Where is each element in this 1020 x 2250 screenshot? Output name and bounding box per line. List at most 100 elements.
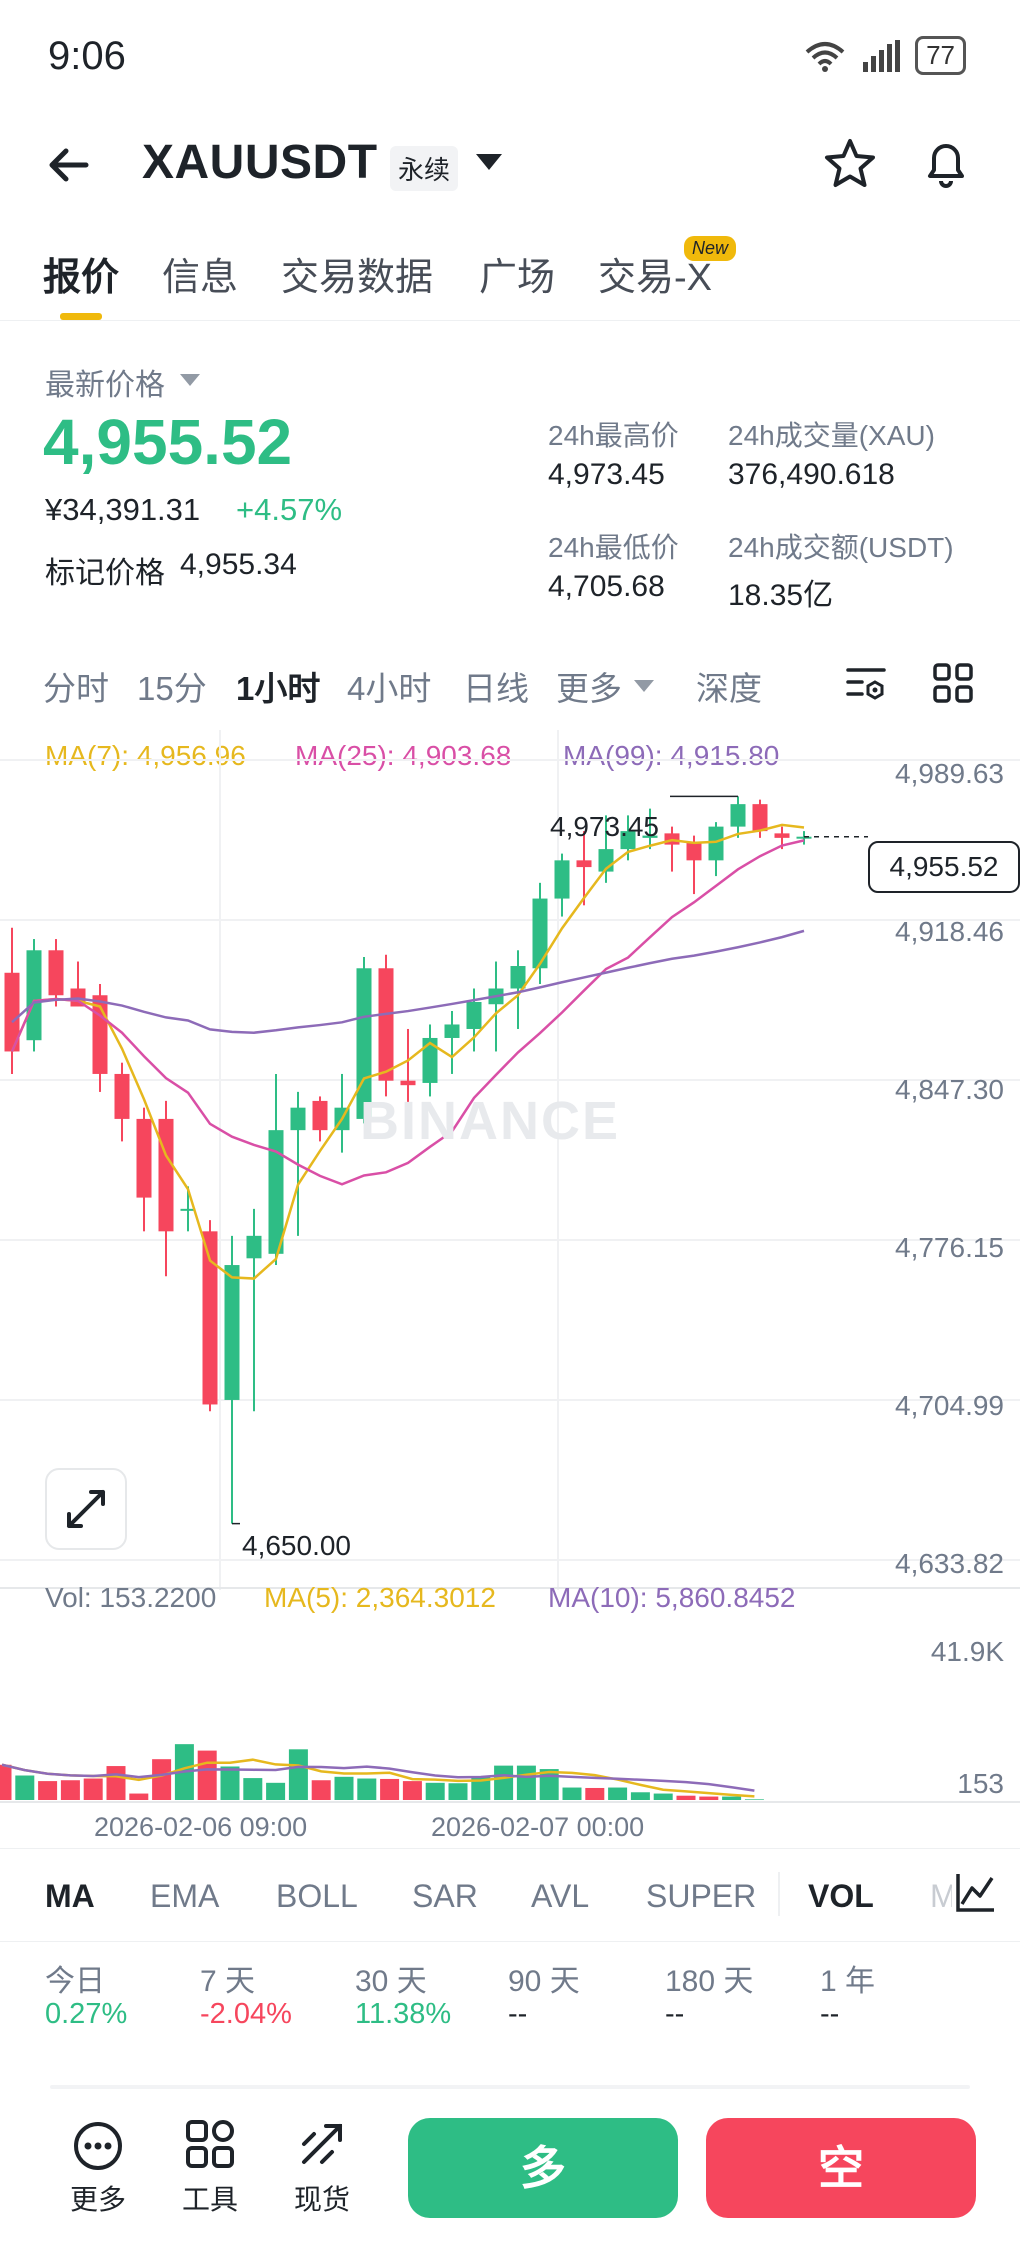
interval-more[interactable]: 更多 [556,670,622,707]
candlestick-chart[interactable] [0,730,1020,1590]
candle-body [312,1100,328,1131]
candle-body [158,1118,174,1232]
tab-trading-data[interactable]: 交易数据 [281,257,434,299]
candle-body [620,831,636,850]
low-24h-value: 4,705.68 [548,570,665,603]
layout-grid-icon[interactable] [932,662,974,704]
ma7-legend: MA(7): 4,956.96 [45,740,246,771]
candle-body [180,1208,196,1211]
indicator-vol[interactable]: VOL [808,1878,874,1914]
indicator-settings-icon[interactable] [952,1870,998,1916]
indicator-avl[interactable]: AVL [531,1878,590,1914]
tools-label[interactable]: 工具 [182,2184,239,2215]
high-24h-label: 24h最高价 [548,420,679,451]
volume-bar [243,1778,263,1800]
volume-bar [425,1782,445,1800]
tab-quote[interactable]: 报价 [43,257,120,299]
alert-bell-icon[interactable] [918,134,974,190]
volume-chart [0,1744,1020,1803]
long-button[interactable]: 多 [408,2118,678,2218]
symbol-dropdown-icon[interactable] [476,154,502,170]
signal-icon [863,39,901,72]
chart-settings-icon[interactable] [844,662,888,706]
volume-bar [38,1781,58,1800]
candle-body [686,842,702,861]
latest-price-label[interactable]: 最新价格 [45,369,165,402]
indicator-bar [0,1848,1020,1942]
tab-info[interactable]: 信息 [162,257,239,299]
volume-bar [676,1795,696,1800]
volume-bar [197,1750,217,1800]
last-price: 4,955.52 [43,406,293,478]
ma7-line [10,823,805,1280]
symbol-title[interactable]: XAUUSDT [142,136,378,189]
indicator-super[interactable]: SUPER [646,1878,757,1914]
perf-value: -- [820,1998,840,2030]
spot-label[interactable]: 现货 [294,2184,351,2215]
indicator-boll[interactable]: BOLL [276,1878,358,1914]
candle-body [730,804,746,827]
more-label[interactable]: 更多 [70,2184,127,2215]
perf-value: 11.38% [355,1998,452,2030]
volume-bar [448,1783,468,1800]
turnover-24h-value: 18.35亿 [728,579,834,612]
candle-body [356,968,372,1119]
candle-body [246,1235,262,1259]
candle-body [202,1231,218,1405]
volume-bar [516,1765,536,1800]
candle-body [48,950,64,996]
expand-icon [67,1490,105,1528]
volume-bar [311,1780,331,1800]
perf-label: 30 天 [355,1965,427,1998]
fullscreen-button[interactable] [45,1468,127,1550]
spot-icon[interactable] [296,2118,348,2170]
back-arrow-icon[interactable] [40,135,100,195]
tab-square[interactable]: 广场 [479,257,556,299]
interval-depth[interactable]: 深度 [696,670,762,707]
interval-daily[interactable]: 日线 [463,670,529,707]
mark-price-label: 标记价格 [45,557,165,590]
x-date-label: 2026-02-07 00:00 [431,1812,645,1842]
interval-4h[interactable]: 4小时 [347,670,432,707]
vol-legend: Vol: 153.2200 [45,1582,217,1613]
volume-bar [562,1787,582,1800]
candle-body [224,1265,240,1400]
perf-value: 0.27% [45,1998,128,2030]
ma99-line [11,929,805,1034]
tools-icon[interactable] [184,2118,236,2170]
candle-body [444,1024,460,1038]
ma99-legend: MA(99): 4,915.80 [563,740,780,771]
price-type-dropdown-icon[interactable] [180,374,200,386]
interval-time-share[interactable]: 分时 [43,670,109,707]
more-icon[interactable] [72,2120,124,2172]
volume-bar [106,1766,126,1800]
interval-15m[interactable]: 15分 [137,670,207,707]
volume-bar [83,1778,103,1800]
indicator-sar[interactable]: SAR [412,1878,478,1914]
short-button[interactable]: 空 [706,2118,976,2218]
perf-label: 1 年 [820,1965,876,1998]
tab-trade-x[interactable]: 交易-X [598,257,713,299]
volume-bar [220,1766,240,1800]
perf-label: 7 天 [200,1965,256,1998]
indicator-ma[interactable]: MA [45,1878,95,1914]
candle-body [268,1130,284,1254]
candle-body [378,968,394,1081]
candle-body [708,826,724,861]
volume-bar [334,1776,354,1800]
active-tab-indicator [60,313,102,320]
favorite-star-icon[interactable] [822,136,878,192]
status-icons: 77 [803,36,966,75]
low-24h-label: 24h最低价 [548,532,679,563]
candle-body [114,1073,130,1119]
y-tick-label: 4,918.46 [895,916,1004,947]
volume-bar [471,1776,491,1800]
more-dropdown-icon[interactable] [634,680,654,692]
vol-ma10-line [1,1763,755,1792]
indicator-ema[interactable]: EMA [150,1878,220,1914]
wifi-icon [805,41,845,72]
candle-body [532,898,548,969]
interval-1h[interactable]: 1小时 [236,670,321,707]
battery-indicator: 77 [915,36,966,75]
volume-bar [266,1782,286,1800]
